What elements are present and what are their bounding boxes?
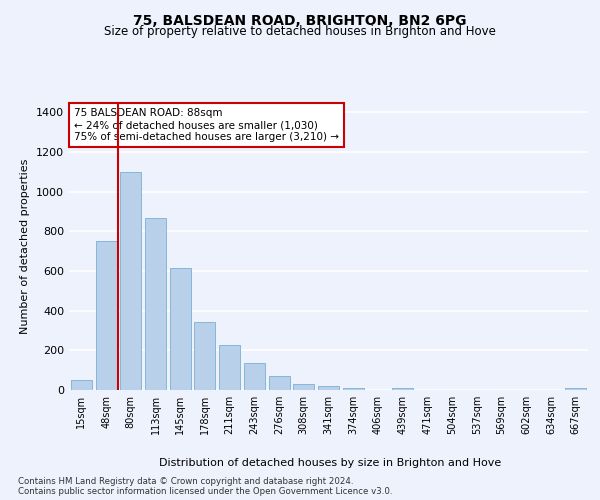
- Bar: [219, 346, 240, 390]
- Y-axis label: Number of detached properties: Number of detached properties: [20, 158, 31, 334]
- Bar: [318, 386, 339, 390]
- Text: 75, BALSDEAN ROAD, BRIGHTON, BN2 6PG: 75, BALSDEAN ROAD, BRIGHTON, BN2 6PG: [133, 14, 467, 28]
- Text: Contains public sector information licensed under the Open Government Licence v3: Contains public sector information licen…: [18, 488, 392, 496]
- Text: Distribution of detached houses by size in Brighton and Hove: Distribution of detached houses by size …: [159, 458, 501, 468]
- Bar: [392, 388, 413, 390]
- Bar: [269, 376, 290, 390]
- Text: Size of property relative to detached houses in Brighton and Hove: Size of property relative to detached ho…: [104, 25, 496, 38]
- Bar: [145, 218, 166, 390]
- Bar: [95, 242, 116, 390]
- Bar: [170, 268, 191, 390]
- Bar: [244, 363, 265, 390]
- Bar: [194, 322, 215, 390]
- Bar: [293, 384, 314, 390]
- Bar: [120, 172, 141, 390]
- Bar: [343, 388, 364, 390]
- Bar: [71, 380, 92, 390]
- Text: 75 BALSDEAN ROAD: 88sqm
← 24% of detached houses are smaller (1,030)
75% of semi: 75 BALSDEAN ROAD: 88sqm ← 24% of detache…: [74, 108, 339, 142]
- Bar: [565, 388, 586, 390]
- Text: Contains HM Land Registry data © Crown copyright and database right 2024.: Contains HM Land Registry data © Crown c…: [18, 478, 353, 486]
